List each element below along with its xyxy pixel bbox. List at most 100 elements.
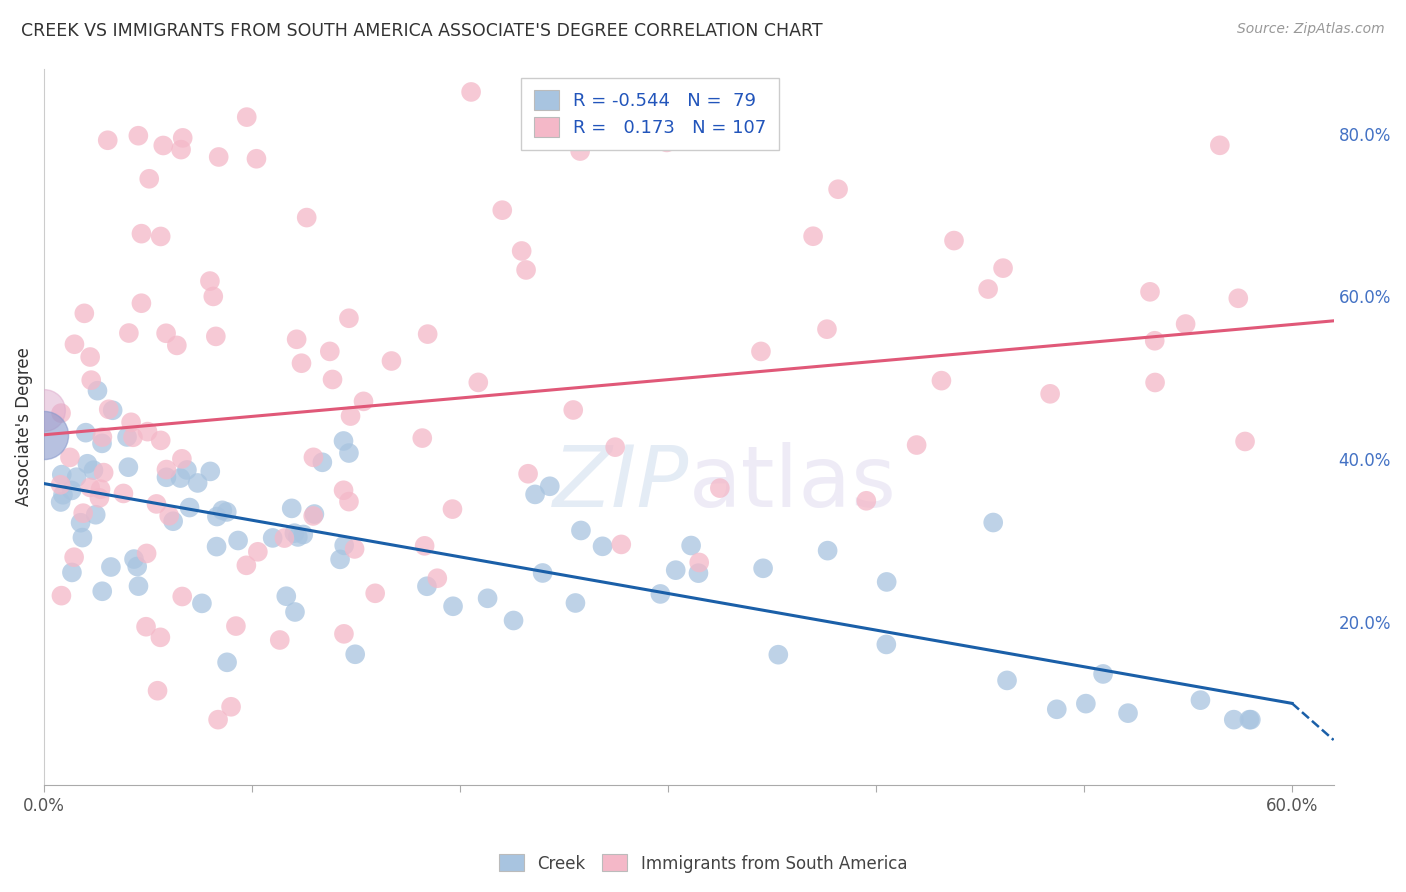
Point: [1039, 387, 1062, 401]
Point: [339, 409, 361, 423]
Point: [138, 171, 160, 186]
Point: [60, 483, 83, 498]
Point: [211, 503, 233, 517]
Point: [208, 150, 231, 164]
Point: [467, 376, 489, 390]
Point: [295, 211, 318, 225]
Point: [1116, 706, 1139, 721]
Point: [343, 541, 366, 556]
Point: [157, 508, 180, 523]
Point: [290, 356, 312, 370]
Point: [91, 436, 114, 450]
Point: [768, 648, 790, 662]
Point: [681, 539, 703, 553]
Point: [416, 579, 439, 593]
Point: [262, 531, 284, 545]
Point: [1174, 317, 1197, 331]
Text: ZIP: ZIP: [553, 442, 689, 525]
Point: [515, 263, 537, 277]
Point: [207, 713, 229, 727]
Point: [1209, 138, 1232, 153]
Point: [562, 403, 585, 417]
Point: [118, 326, 141, 340]
Point: [1234, 434, 1257, 449]
Point: [1074, 697, 1097, 711]
Point: [100, 560, 122, 574]
Point: [122, 430, 145, 444]
Point: [337, 446, 360, 460]
Point: [155, 462, 177, 476]
Point: [91, 584, 114, 599]
Point: [112, 486, 135, 500]
Point: [235, 558, 257, 573]
Point: [73, 306, 96, 320]
Point: [311, 455, 333, 469]
Point: [332, 434, 354, 448]
Point: [287, 530, 309, 544]
Point: [353, 394, 375, 409]
Point: [413, 539, 436, 553]
Point: [149, 434, 172, 448]
Point: [1144, 376, 1167, 390]
Point: [981, 516, 1004, 530]
Point: [82, 463, 104, 477]
Point: [752, 561, 775, 575]
Point: [285, 332, 308, 346]
Point: [569, 144, 592, 158]
Point: [79, 480, 101, 494]
Point: [200, 464, 222, 478]
Point: [172, 590, 194, 604]
Point: [146, 683, 169, 698]
Point: [205, 540, 228, 554]
Point: [995, 673, 1018, 688]
Point: [155, 326, 177, 341]
Point: [531, 566, 554, 580]
Point: [801, 229, 824, 244]
Point: [1046, 702, 1069, 716]
Point: [91, 430, 114, 444]
Point: [815, 322, 838, 336]
Point: [1139, 285, 1161, 299]
Point: [564, 596, 586, 610]
Point: [97, 133, 120, 147]
Point: [876, 574, 898, 589]
Point: [101, 403, 124, 417]
Point: [49, 495, 72, 509]
Point: [131, 227, 153, 241]
Point: [688, 556, 710, 570]
Point: [205, 509, 228, 524]
Point: [135, 546, 157, 560]
Text: CREEK VS IMMIGRANTS FROM SOUTH AMERICA ASSOCIATE'S DEGREE CORRELATION CHART: CREEK VS IMMIGRANTS FROM SOUTH AMERICA A…: [21, 22, 823, 40]
Point: [411, 431, 433, 445]
Point: [80, 373, 103, 387]
Point: [152, 138, 174, 153]
Point: [977, 282, 1000, 296]
Point: [875, 637, 897, 651]
Point: [1189, 693, 1212, 707]
Point: [605, 440, 627, 454]
Point: [93, 466, 115, 480]
Point: [32, 403, 55, 417]
Point: [280, 501, 302, 516]
Point: [269, 632, 291, 647]
Point: [225, 619, 247, 633]
Point: [1239, 713, 1261, 727]
Point: [75, 425, 97, 440]
Point: [63, 337, 86, 351]
Point: [333, 627, 356, 641]
Point: [49, 477, 72, 491]
Point: [337, 311, 360, 326]
Point: [502, 614, 524, 628]
Point: [931, 374, 953, 388]
Point: [292, 527, 315, 541]
Point: [364, 586, 387, 600]
Legend: R = -0.544   N =  79, R =   0.173   N = 107: R = -0.544 N = 79, R = 0.173 N = 107: [522, 78, 779, 150]
Point: [273, 531, 295, 545]
Point: [59, 450, 82, 465]
Point: [76, 457, 98, 471]
Point: [817, 543, 839, 558]
Point: [51, 589, 73, 603]
Point: [246, 545, 269, 559]
Point: [329, 552, 352, 566]
Point: [524, 487, 547, 501]
